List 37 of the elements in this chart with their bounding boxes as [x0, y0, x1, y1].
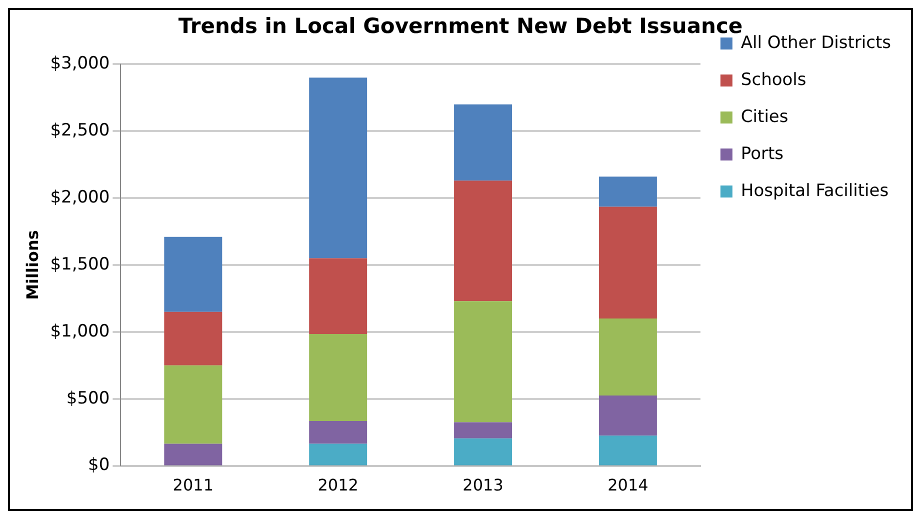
- bar: [454, 104, 512, 181]
- chart-title: Trends in Local Government New Debt Issuance: [178, 14, 743, 38]
- x-tick-label: 2013: [462, 476, 504, 495]
- y-tick-label: $500: [66, 388, 110, 408]
- bar: [164, 365, 222, 444]
- legend-label: Cities: [740, 106, 788, 127]
- bar: [309, 420, 368, 444]
- bar: [164, 236, 222, 312]
- bar: [454, 422, 512, 438]
- y-tick-label: $0: [88, 455, 110, 476]
- bar: [598, 206, 657, 319]
- y-tick-label: $3,000: [50, 54, 110, 74]
- legend-label: Hospital Facilities: [740, 180, 889, 201]
- bar: [309, 258, 368, 334]
- y-tick-label: $1,000: [50, 321, 110, 342]
- bar: [598, 318, 657, 396]
- y-tick-label: $2,500: [50, 120, 110, 141]
- bar: [454, 438, 512, 466]
- bar: [454, 301, 512, 422]
- bar: [598, 396, 657, 436]
- y-tick-label: $1,500: [50, 254, 110, 274]
- legend-label: All Other Districts: [740, 32, 892, 53]
- x-tick-label: 2014: [608, 476, 648, 495]
- bar: [164, 312, 222, 366]
- bar: [309, 78, 368, 258]
- bar: [598, 436, 657, 466]
- bar: [454, 180, 512, 302]
- x-tick-label: 2011: [172, 476, 214, 495]
- bar: [164, 444, 222, 466]
- bar: [309, 334, 368, 421]
- y-axis-title: Millions: [22, 230, 42, 300]
- legend-label: Schools: [740, 70, 806, 90]
- bar: [309, 444, 368, 466]
- bar: [598, 176, 657, 207]
- y-tick-label: $2,000: [50, 187, 110, 208]
- x-tick-label: 2012: [318, 476, 358, 495]
- legend-label: Ports: [740, 144, 784, 164]
